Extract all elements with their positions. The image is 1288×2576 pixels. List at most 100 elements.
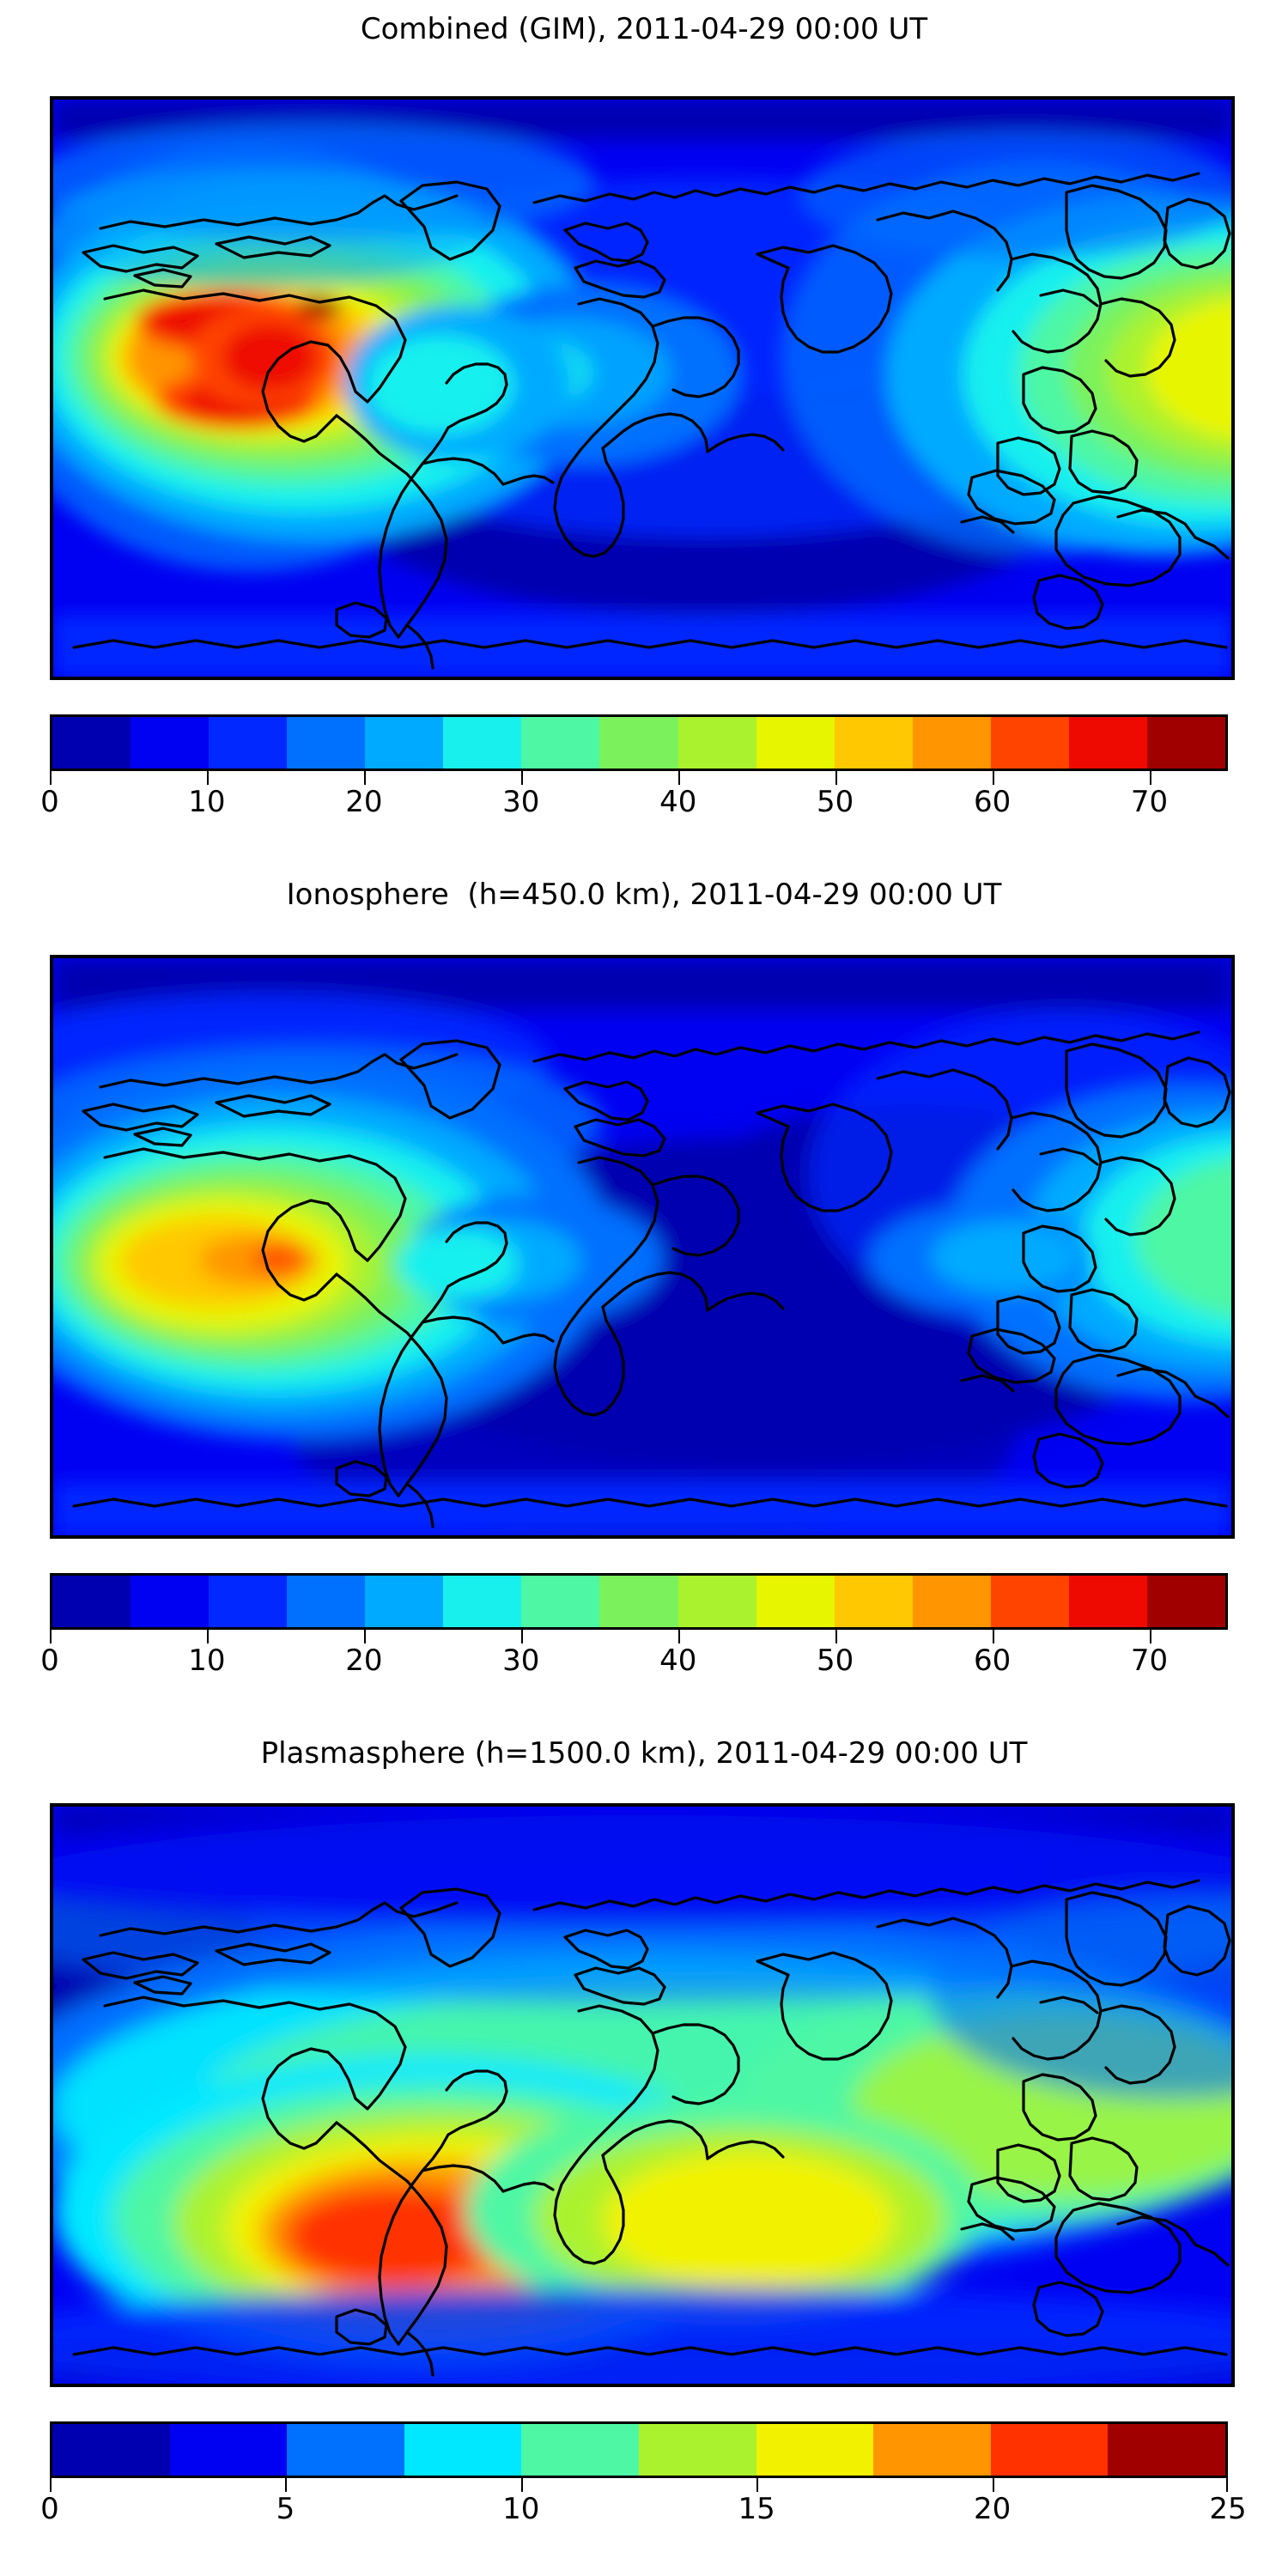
- colorbar-tick-mark: [1149, 771, 1151, 785]
- panel-title-combined: Combined (GIM), 2011-04-29 00:00 UT: [360, 12, 928, 46]
- colorbar-ionosphere: 0 10 20 30 40 50 60 70: [40, 1573, 1228, 1683]
- colorbar-tick-label: 25: [1209, 2492, 1247, 2526]
- colorbar-swatch: [834, 717, 913, 769]
- colorbar-tick-label: 20: [345, 1643, 383, 1678]
- colorbar-tick-label: 20: [345, 785, 383, 819]
- panel-title-ionosphere: Ionosphere (h=450.0 km), 2011-04-29 00:0…: [286, 878, 1002, 912]
- colorbar-tick-mark: [50, 1630, 52, 1643]
- map-combined-svg: [53, 100, 1231, 677]
- colorbar-tick-label: 30: [502, 785, 540, 819]
- colorbar-swatch: [677, 1576, 756, 1627]
- colorbar-tick-label: 70: [1130, 1643, 1169, 1678]
- colorbar-ionosphere-bar: [50, 1573, 1228, 1630]
- colorbar-swatch: [209, 1576, 288, 1627]
- colorbar-swatch: [834, 1576, 913, 1627]
- colorbar-swatch: [287, 2424, 404, 2476]
- colorbar-swatch: [131, 1576, 210, 1627]
- colorbar-swatch: [287, 1576, 366, 1627]
- colorbar-combined: 0 10 20 30 40 50 60 70: [40, 714, 1228, 824]
- colorbar-tick-mark: [363, 771, 366, 785]
- colorbar-swatch: [521, 1576, 600, 1627]
- map-plasmasphere-svg: [53, 1807, 1231, 2384]
- colorbar-tick-mark: [520, 771, 523, 785]
- colorbar-swatch: [1068, 1576, 1147, 1627]
- colorbar-tick-label: 40: [659, 785, 697, 819]
- colorbar-tick-mark: [206, 771, 209, 785]
- colorbar-tick-mark: [835, 1630, 837, 1643]
- colorbar-tick-mark: [363, 1630, 366, 1643]
- colorbar-swatch: [52, 717, 131, 769]
- colorbar-swatch: [443, 717, 522, 769]
- colorbar-swatch: [990, 1576, 1069, 1627]
- colorbar-swatch: [990, 717, 1069, 769]
- panel-title-plasmasphere: Plasmasphere (h=1500.0 km), 2011-04-29 0…: [260, 1736, 1028, 1771]
- panel-ionosphere: Ionosphere (h=450.0 km), 2011-04-29 00:0…: [0, 878, 1288, 912]
- colorbar-swatch: [365, 1576, 444, 1627]
- colorbar-swatch: [677, 717, 756, 769]
- panel-combined-gim: Combined (GIM), 2011-04-29 00:00 UT: [0, 12, 1288, 46]
- map-combined-gim: [50, 96, 1235, 680]
- colorbar-tick-mark: [1149, 1630, 1151, 1643]
- colorbar-tick-label: 70: [1130, 785, 1169, 819]
- colorbar-swatch: [990, 2424, 1109, 2476]
- colorbar-swatch: [209, 717, 288, 769]
- colorbar-tick-label: 0: [40, 1643, 59, 1678]
- colorbar-swatch: [52, 2424, 170, 2476]
- map-ionosphere: [50, 955, 1235, 1539]
- coastlines: [72, 1030, 1231, 1528]
- colorbar-combined-labels: 0 10 20 30 40 50 60 70: [40, 785, 1228, 824]
- colorbar-swatch: [1146, 717, 1225, 769]
- colorbar-tick-mark: [1226, 2478, 1228, 2492]
- colorbar-swatch: [131, 717, 210, 769]
- colorbar-ionosphere-ticks: [50, 1630, 1228, 1643]
- colorbar-tick-label: 10: [502, 2492, 540, 2526]
- colorbar-swatch: [756, 717, 835, 769]
- colorbar-combined-bar: [50, 714, 1228, 771]
- colorbar-ionosphere-labels: 0 10 20 30 40 50 60 70: [40, 1643, 1228, 1683]
- colorbar-swatch: [1146, 1576, 1225, 1627]
- colorbar-tick-label: 0: [40, 2492, 59, 2526]
- colorbar-swatch: [756, 2424, 874, 2476]
- colorbar-swatch: [404, 2424, 522, 2476]
- coastlines: [72, 172, 1231, 670]
- map-ionosphere-svg: [53, 958, 1231, 1535]
- colorbar-tick-mark: [206, 1630, 209, 1643]
- colorbar-tick-mark: [677, 1630, 680, 1643]
- colorbar-plasmasphere-bar: [50, 2421, 1228, 2478]
- colorbar-tick-label: 0: [40, 785, 59, 819]
- colorbar-swatch: [521, 717, 600, 769]
- colorbar-swatch: [287, 717, 366, 769]
- colorbar-tick-label: 5: [276, 2492, 295, 2526]
- colorbar-tick-label: 30: [502, 1643, 540, 1678]
- colorbar-tick-label: 40: [659, 1643, 697, 1678]
- map-plasmasphere: [50, 1803, 1235, 2387]
- colorbar-tick-mark: [285, 2478, 288, 2492]
- colorbar-swatch: [912, 1576, 991, 1627]
- colorbar-plasmasphere: 0 5 10 15 20 25: [40, 2421, 1247, 2531]
- colorbar-combined-ticks: [50, 771, 1228, 785]
- colorbar-swatch: [365, 717, 444, 769]
- colorbar-tick-mark: [677, 771, 680, 785]
- colorbar-swatch: [756, 1576, 835, 1627]
- colorbar-tick-label: 10: [188, 785, 226, 819]
- colorbar-tick-mark: [520, 1630, 523, 1643]
- colorbar-swatch: [1068, 717, 1147, 769]
- colorbar-swatch: [638, 2424, 756, 2476]
- colorbar-tick-label: 10: [188, 1643, 226, 1678]
- colorbar-plasmasphere-labels: 0 5 10 15 20 25: [40, 2492, 1246, 2531]
- colorbar-tick-label: 60: [973, 1643, 1012, 1678]
- colorbar-swatch: [1108, 2424, 1225, 2476]
- colorbar-swatch: [873, 2424, 991, 2476]
- colorbar-tick-mark: [835, 771, 837, 785]
- panel-plasmasphere: Plasmasphere (h=1500.0 km), 2011-04-29 0…: [0, 1736, 1288, 1771]
- colorbar-tick-mark: [520, 2478, 523, 2492]
- colorbar-swatch: [521, 2424, 639, 2476]
- colorbar-tick-mark: [50, 771, 52, 785]
- colorbar-tick-label: 20: [973, 2492, 1012, 2526]
- colorbar-tick-mark: [992, 1630, 994, 1643]
- colorbar-plasmasphere-ticks: [50, 2478, 1228, 2492]
- colorbar-tick-mark: [50, 2478, 52, 2492]
- colorbar-swatch: [912, 717, 991, 769]
- colorbar-swatch: [443, 1576, 522, 1627]
